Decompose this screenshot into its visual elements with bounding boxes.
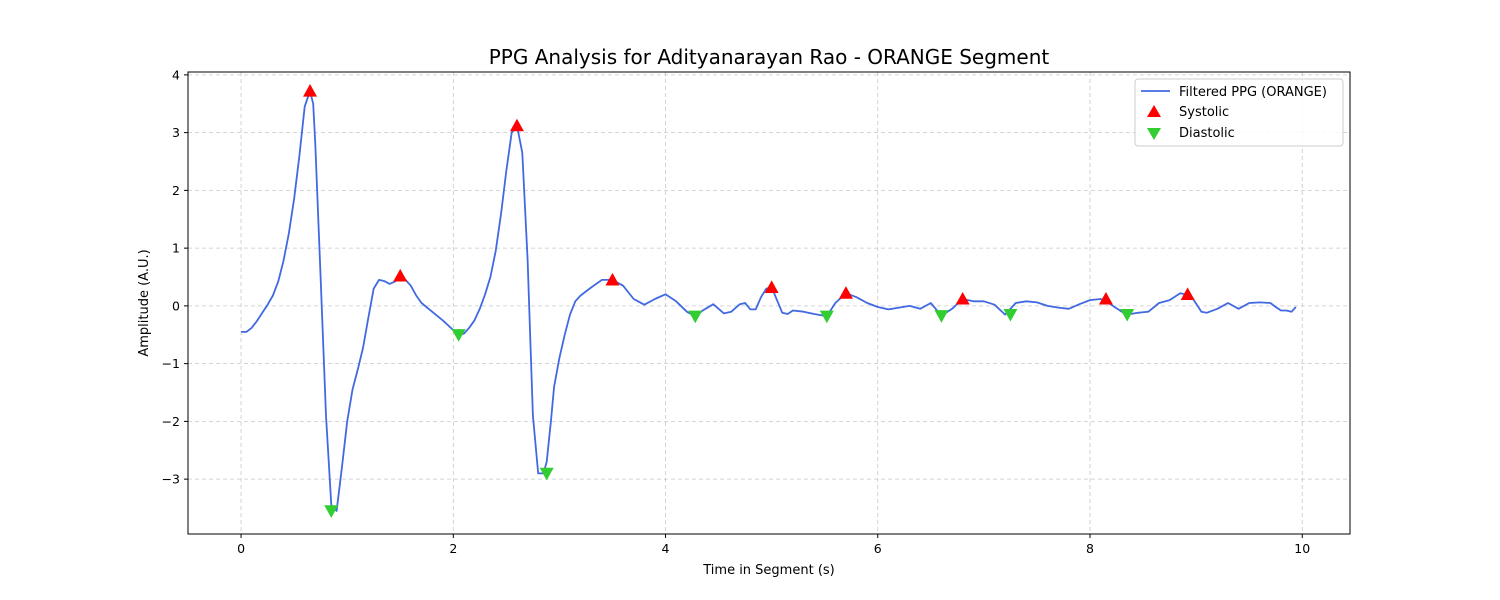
x-axis-label: Time in Segment (s) <box>702 563 834 578</box>
y-axis-label: Amplitude (A.U.) <box>137 249 152 356</box>
systolic-marker <box>303 84 318 97</box>
y-tick-label: 3 <box>172 125 180 140</box>
y-tick-label: −2 <box>162 414 180 429</box>
y-tick-label: −3 <box>162 472 180 487</box>
diastolic-marker <box>934 310 949 323</box>
y-tick-label: 0 <box>172 298 180 313</box>
diastolic-marker <box>451 329 466 342</box>
legend-label-diastolic: Diastolic <box>1179 126 1235 141</box>
systolic-marker <box>393 268 408 282</box>
x-tick-label: 0 <box>237 541 245 556</box>
diastolic-marker <box>688 310 703 324</box>
legend-box <box>1134 78 1344 147</box>
legend-label-systolic: Systolic <box>1179 105 1229 120</box>
systolic-marker <box>509 118 524 132</box>
x-tick-label: 2 <box>449 541 457 556</box>
systolic-marker <box>1098 291 1113 305</box>
chart-title: PPG Analysis for Adityanarayan Rao - ORA… <box>489 45 1050 69</box>
diastolic-marker <box>1120 308 1135 322</box>
y-axis-ticks: −3 −2 −1 0 1 2 3 4 <box>162 67 188 487</box>
x-tick-label: 8 <box>1086 541 1094 556</box>
y-tick-label: 2 <box>172 183 180 198</box>
plot-area-frame <box>187 71 1351 535</box>
diastolic-marker <box>1003 308 1018 322</box>
x-axis-ticks: 0 2 4 6 8 10 <box>237 534 1310 556</box>
diastolic-marker <box>324 505 339 518</box>
x-tick-label: 10 <box>1294 541 1310 556</box>
y-tick-label: −1 <box>162 356 180 371</box>
y-tick-label: 4 <box>172 67 180 82</box>
legend-label-filtered: Filtered PPG (ORANGE) <box>1179 85 1327 100</box>
y-tick-label: 1 <box>172 241 180 256</box>
systolic-marker <box>955 291 970 305</box>
legend-diastolic-marker <box>1147 128 1161 140</box>
legend-systolic-marker <box>1147 105 1161 117</box>
diastolic-marker <box>539 467 554 481</box>
ppg-signal-line <box>241 90 1297 512</box>
diastolic-marker <box>819 310 834 324</box>
legend: Filtered PPG (ORANGE) Systolic Diastolic <box>1134 78 1344 147</box>
x-tick-label: 6 <box>874 541 882 556</box>
systolic-marker <box>1180 287 1195 300</box>
plot-series <box>241 84 1297 518</box>
systolic-marker <box>838 286 853 299</box>
x-tick-label: 4 <box>662 541 670 556</box>
systolic-marker <box>764 280 779 294</box>
systolic-marker <box>605 272 620 286</box>
